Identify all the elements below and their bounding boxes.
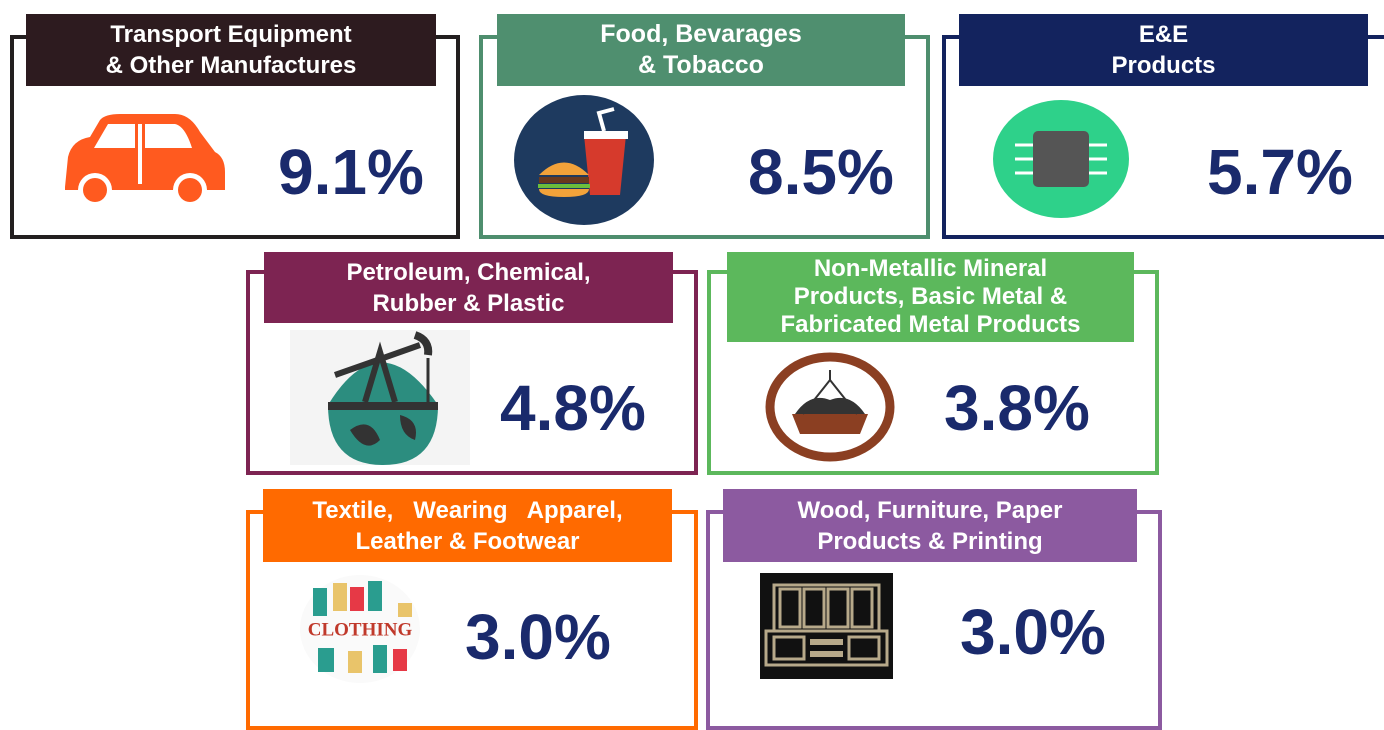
card-title: Food, Bevarages& Tobacco <box>497 14 905 86</box>
page: {"cards":[ {"title":["Transport Equipmen… <box>0 0 1384 705</box>
card-value: 4.8% <box>500 376 646 440</box>
car-icon <box>60 112 230 212</box>
card-title: Transport Equipment& Other Manufactures <box>26 14 436 86</box>
clothing-icon: CLOTHING <box>298 573 423 685</box>
furniture-icon <box>760 573 893 679</box>
food-icon <box>514 95 654 225</box>
card-value: 8.5% <box>748 140 894 204</box>
card-value: 5.7% <box>1207 140 1353 204</box>
card-title: Textile, Wearing Apparel,Leather & Footw… <box>263 489 672 562</box>
chip-icon <box>993 100 1129 218</box>
ore-icon <box>765 352 895 462</box>
card-value: 3.0% <box>960 600 1106 664</box>
card-value: 9.1% <box>278 140 424 204</box>
card-value: 3.0% <box>465 605 611 669</box>
icon-text: CLOTHING <box>308 619 413 640</box>
card-value: 3.8% <box>944 376 1090 440</box>
oil-icon <box>290 330 470 465</box>
card-title: Petroleum, Chemical,Rubber & Plastic <box>264 252 673 323</box>
